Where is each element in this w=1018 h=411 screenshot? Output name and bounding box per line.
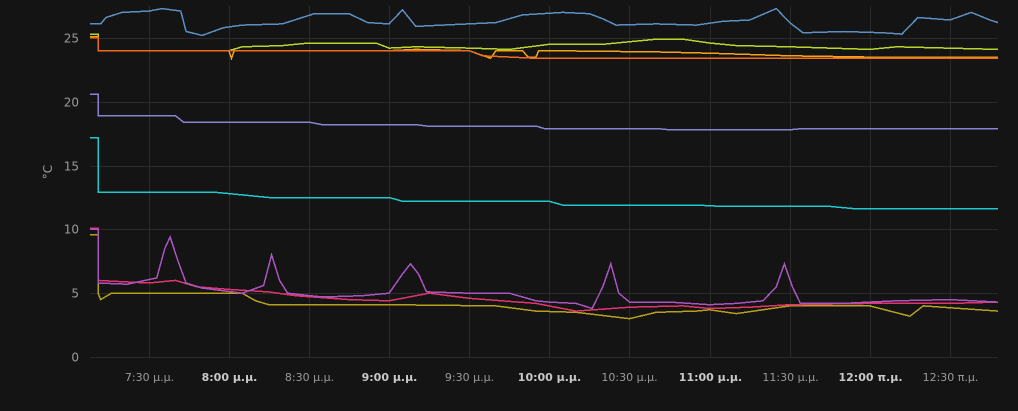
series-line-2 (90, 33, 999, 52)
y-tick-label: 0 (71, 351, 79, 365)
series-group (90, 7, 999, 320)
series-line-6 (90, 136, 998, 210)
y-axis: °C 0 5 10 15 20 25 (41, 32, 79, 365)
x-tick-label: 10:30 μ.μ. (601, 371, 657, 384)
x-tick-label: 8:30 μ.μ. (285, 371, 334, 384)
x-tick-label: 8:00 μ.μ. (202, 371, 258, 384)
x-tick-label: 10:00 μ.μ. (518, 371, 581, 384)
y-tick-label: 5 (71, 287, 79, 301)
y-tick-label: 25 (64, 32, 79, 46)
x-tick-label: 12:00 π.μ. (839, 371, 903, 384)
y-tick-label: 15 (64, 160, 79, 174)
x-tick-label: 11:00 μ.μ. (679, 371, 742, 384)
series-line-3 (90, 35, 998, 61)
series-line-5 (90, 93, 998, 131)
x-tick-label: 9:30 μ.μ. (445, 371, 494, 384)
x-tick-label: 9:00 μ.μ. (362, 371, 418, 384)
y-tick-label: 10 (64, 223, 79, 237)
series-line-1 (90, 7, 999, 37)
grid (90, 6, 998, 358)
series-line-7 (90, 233, 999, 320)
y-axis-label: °C (41, 165, 55, 179)
x-tick-label: 12:30 π.μ. (923, 371, 979, 384)
x-tick-label: 11:30 μ.μ. (762, 371, 818, 384)
x-axis: 7:30 μ.μ. 8:00 μ.μ. 8:30 μ.μ. 9:00 μ.μ. 9:30… (125, 371, 979, 384)
series-line-9 (90, 228, 999, 310)
x-tick-label: 7:30 μ.μ. (125, 371, 174, 384)
series-line-4 (90, 37, 998, 60)
y-tick-label: 20 (64, 96, 79, 110)
series-line-8 (90, 227, 999, 312)
